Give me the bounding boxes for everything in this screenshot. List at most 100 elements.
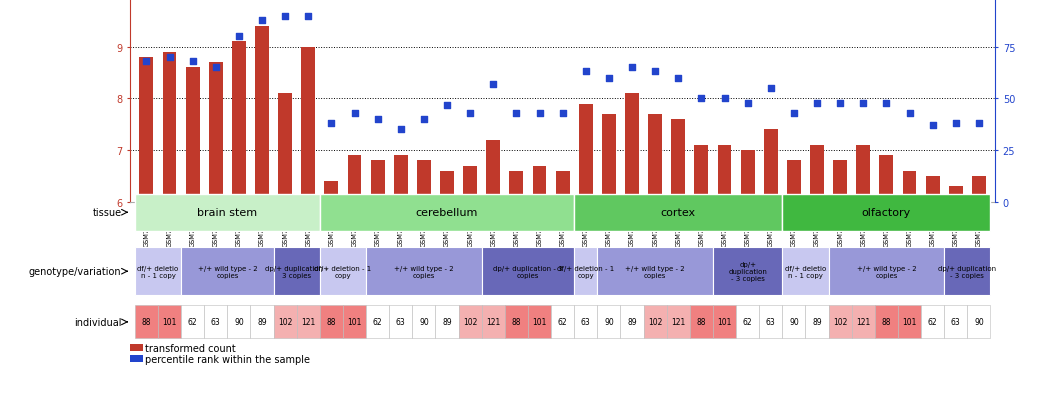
Point	[693, 96, 710, 102]
Text: df/+ deletio
n - 1 copy: df/+ deletio n - 1 copy	[138, 265, 178, 278]
Bar	[464, 166, 477, 202]
Bar	[828, 306, 851, 339]
Text: dp/+
duplication
- 3 copies: dp/+ duplication - 3 copies	[728, 261, 767, 282]
Bar	[783, 248, 828, 295]
Bar	[297, 306, 320, 339]
Point	[554, 110, 571, 117]
Point	[577, 69, 594, 76]
Bar	[343, 306, 366, 339]
Text: df/+ deletion - 1
copy: df/+ deletion - 1 copy	[557, 265, 615, 278]
Bar	[690, 306, 713, 339]
Bar	[760, 306, 783, 339]
Bar	[278, 94, 292, 202]
Bar	[394, 156, 407, 202]
Point	[300, 13, 317, 20]
Bar	[481, 248, 574, 295]
Bar	[579, 104, 593, 202]
Bar	[574, 194, 783, 231]
Bar	[348, 156, 362, 202]
Text: 63: 63	[210, 318, 221, 327]
Point	[393, 127, 410, 133]
Bar	[967, 306, 991, 339]
Text: 88: 88	[142, 318, 151, 327]
Bar	[371, 161, 384, 202]
Bar	[458, 306, 481, 339]
Text: genotype/variation: genotype/variation	[29, 266, 122, 277]
Bar	[510, 171, 523, 202]
Bar	[436, 306, 458, 339]
Text: cerebellum: cerebellum	[416, 208, 478, 218]
Text: 90: 90	[604, 318, 614, 327]
Text: 63: 63	[396, 318, 405, 327]
Bar	[163, 52, 176, 202]
Bar	[713, 306, 736, 339]
Point	[855, 100, 872, 107]
Bar	[925, 177, 940, 202]
Point	[809, 100, 825, 107]
Text: 102: 102	[463, 318, 477, 327]
Text: 62: 62	[557, 318, 568, 327]
Bar	[250, 306, 274, 339]
Bar	[413, 306, 436, 339]
Bar	[481, 306, 505, 339]
Bar	[921, 306, 944, 339]
Text: 101: 101	[902, 318, 917, 327]
Point	[230, 34, 247, 40]
Bar	[134, 194, 320, 231]
Bar	[597, 306, 620, 339]
Bar	[140, 58, 153, 202]
Bar	[255, 27, 269, 202]
Bar	[602, 114, 616, 202]
Bar	[644, 306, 667, 339]
Text: tissue: tissue	[93, 208, 122, 218]
Text: +/+ wild type - 2
copies: +/+ wild type - 2 copies	[625, 265, 685, 278]
Bar	[620, 306, 644, 339]
Bar	[902, 171, 917, 202]
Bar	[783, 194, 991, 231]
Text: +/+ wild type - 2
copies: +/+ wild type - 2 copies	[198, 265, 257, 278]
Point	[207, 65, 224, 71]
Bar	[185, 68, 200, 202]
Text: 63: 63	[951, 318, 961, 327]
Point	[786, 110, 802, 117]
Text: transformed count: transformed count	[145, 343, 235, 353]
Bar	[625, 94, 639, 202]
Text: 62: 62	[188, 318, 198, 327]
Point	[253, 17, 270, 24]
Point	[323, 121, 340, 127]
Bar	[181, 248, 274, 295]
Text: 90: 90	[974, 318, 984, 327]
Point	[670, 75, 687, 82]
Text: 88: 88	[882, 318, 891, 327]
Text: 89: 89	[257, 318, 267, 327]
Bar	[787, 161, 801, 202]
Point	[139, 59, 155, 65]
Text: brain stem: brain stem	[197, 208, 257, 218]
Point	[485, 81, 501, 88]
Text: df/+ deletion - 1
copy: df/+ deletion - 1 copy	[315, 265, 372, 278]
Point	[462, 110, 478, 117]
Point	[716, 96, 733, 102]
Bar	[949, 187, 963, 202]
Point	[832, 100, 848, 107]
Bar	[828, 248, 944, 295]
Bar	[274, 248, 320, 295]
Text: +/+ wild type - 2
copies: +/+ wild type - 2 copies	[394, 265, 453, 278]
Bar	[274, 306, 297, 339]
Text: 62: 62	[927, 318, 938, 327]
Bar	[764, 130, 777, 202]
Bar	[898, 306, 921, 339]
Point	[184, 59, 201, 65]
Text: 63: 63	[766, 318, 775, 327]
Bar	[718, 146, 731, 202]
Text: 121: 121	[487, 318, 500, 327]
Bar	[972, 177, 986, 202]
Bar	[810, 146, 824, 202]
Text: dp/+ duplication
- 3 copies: dp/+ duplication - 3 copies	[938, 265, 996, 278]
Bar	[366, 306, 390, 339]
Bar	[555, 171, 570, 202]
Point	[924, 123, 941, 129]
Point	[346, 110, 363, 117]
Text: 101: 101	[532, 318, 547, 327]
Bar	[783, 306, 805, 339]
